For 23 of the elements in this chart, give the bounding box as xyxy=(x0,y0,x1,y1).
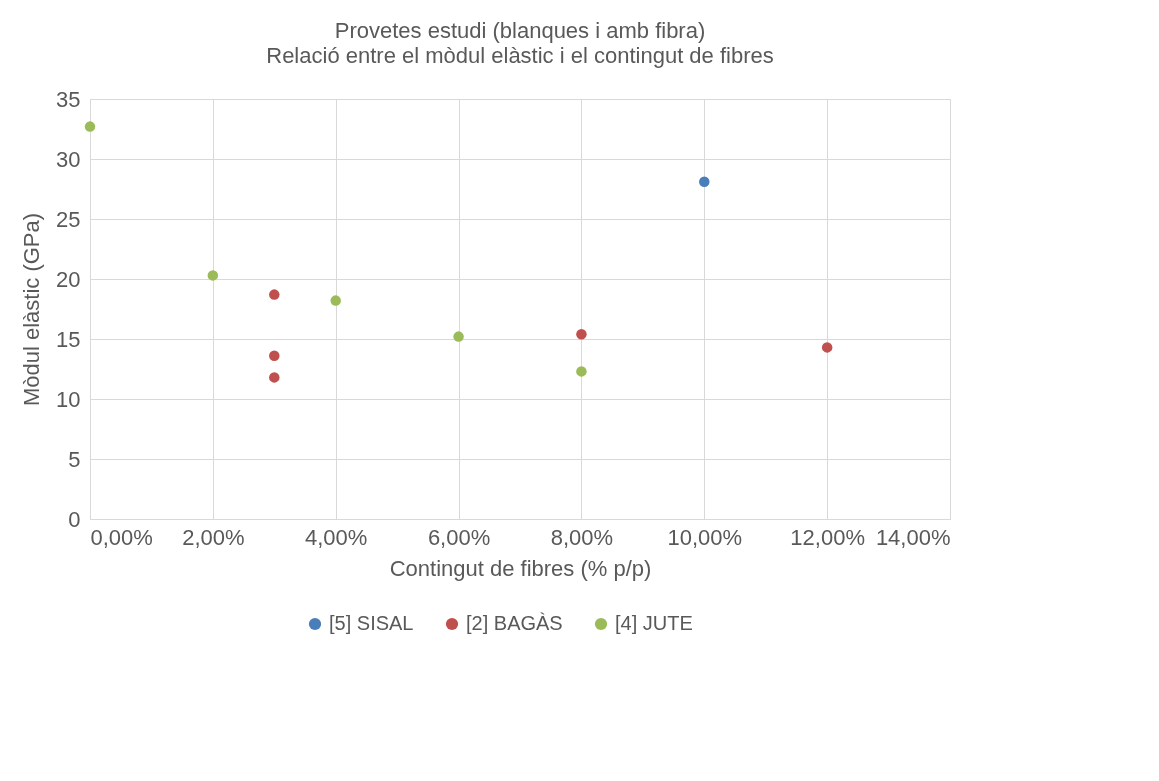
y-tick-label: 0 xyxy=(68,506,81,532)
x-tick-label: 6,00% xyxy=(427,524,491,550)
x-tick-label: 4,00% xyxy=(305,524,368,550)
x-tick-label: 10,00% xyxy=(667,524,743,550)
y-tick-label: 15 xyxy=(56,326,81,352)
y-tick-label: 5 xyxy=(68,446,81,472)
x-tick-label: 2,00% xyxy=(182,524,245,550)
x-tick-label: 0,00% xyxy=(90,524,153,550)
y-tick-label: 20 xyxy=(56,266,81,292)
y-axis-title: Mòdul elàstic (GPa) xyxy=(19,212,45,407)
x-tick-label: 8,00% xyxy=(550,524,614,550)
legend-label: [2] BAGÀS xyxy=(466,612,563,634)
y-tick-label: 10 xyxy=(56,386,81,412)
chart-title: Provetes estudi (blanques i amb fibra) xyxy=(334,18,706,43)
legend-label: [4] JUTE xyxy=(615,612,693,634)
x-axis-title: Contingut de fibres (% p/p) xyxy=(389,555,652,581)
y-tick-label: 30 xyxy=(56,146,81,172)
y-tick-label: 35 xyxy=(56,86,81,112)
x-tick-label: 14,00% xyxy=(875,524,951,550)
x-tick-label: 12,00% xyxy=(790,524,865,550)
chart-subtitle: Relació entre el mòdul elàstic i el contingut de fibres xyxy=(266,43,774,68)
legend-label: [5] SISAL xyxy=(329,612,414,634)
y-tick-label: 25 xyxy=(56,206,81,232)
